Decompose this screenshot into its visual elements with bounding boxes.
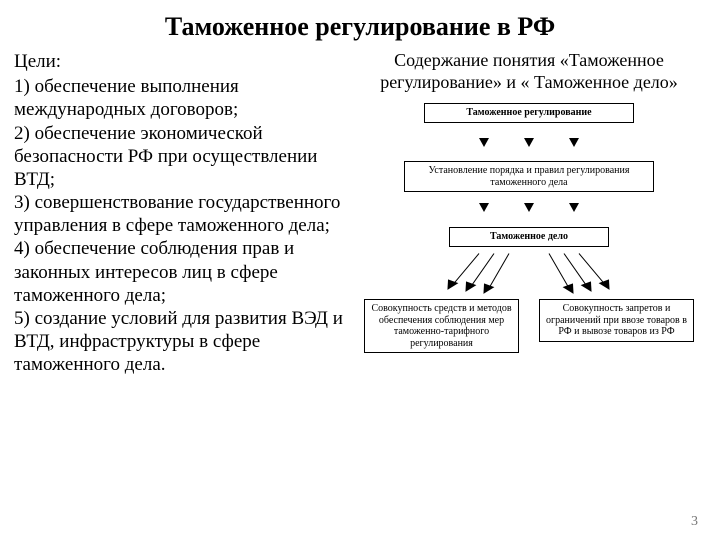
goal-item: 2) обеспечение экономической безопасност… xyxy=(14,122,344,192)
arrow-line xyxy=(488,253,510,290)
arrow-down-icon xyxy=(524,138,534,147)
arrow-down-icon xyxy=(569,203,579,212)
goal-item: 4) обеспечение соблюдения прав и законны… xyxy=(14,237,344,307)
flow-node-label: Таможенное регулирование xyxy=(466,107,591,118)
goal-item: 3) совершенствование государственного уп… xyxy=(14,191,344,237)
flowchart: Таможенное регулирование Установление по… xyxy=(354,103,704,443)
flow-node-label: Совокупность средств и методов обеспечен… xyxy=(371,303,511,349)
flow-node-label: Совокупность запретов и ограничений при … xyxy=(546,303,687,337)
flow-node: Совокупность запретов и ограничений при … xyxy=(539,299,694,342)
arrow-down-left-icon xyxy=(463,282,477,295)
goal-item: 1) обеспечение выполнения международных … xyxy=(14,75,344,121)
flow-node: Таможенное регулирование xyxy=(424,103,634,123)
flow-node-label: Таможенное дело xyxy=(490,231,568,242)
arrow-down-left-icon xyxy=(445,280,459,293)
flow-node: Совокупность средств и методов обеспечен… xyxy=(364,299,519,353)
diagram-caption: Содержание понятия «Таможенное регулиров… xyxy=(354,50,704,93)
diagram-column: Содержание понятия «Таможенное регулиров… xyxy=(354,50,704,443)
goal-item: 5) создание условий для развития ВЭД и В… xyxy=(14,307,344,377)
page-title: Таможенное регулирование в РФ xyxy=(0,0,720,50)
arrow-down-right-icon xyxy=(563,284,577,297)
content-row: Цели: 1) обеспечение выполнения междунар… xyxy=(0,50,720,443)
goals-column: Цели: 1) обеспечение выполнения междунар… xyxy=(14,50,354,443)
arrow-down-icon xyxy=(569,138,579,147)
arrow-down-icon xyxy=(524,203,534,212)
page-number: 3 xyxy=(691,514,698,530)
arrow-down-icon xyxy=(479,203,489,212)
arrow-down-right-icon xyxy=(581,282,595,295)
arrow-down-left-icon xyxy=(481,284,495,297)
goals-label: Цели: xyxy=(14,50,344,73)
flow-node: Таможенное дело xyxy=(449,227,609,247)
arrow-down-icon xyxy=(479,138,489,147)
arrow-down-right-icon xyxy=(599,280,613,293)
flow-node: Установление порядка и правил регулирова… xyxy=(404,161,654,192)
flow-node-label: Установление порядка и правил регулирова… xyxy=(429,165,630,188)
